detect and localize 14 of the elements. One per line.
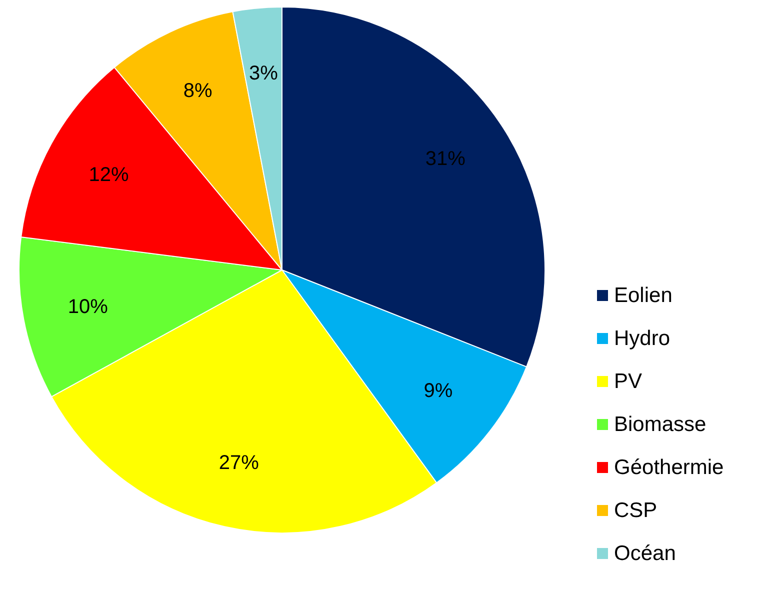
legend-label: CSP — [614, 499, 658, 522]
data-label: 8% — [183, 80, 213, 102]
data-label: 9% — [424, 380, 453, 402]
legend-label: Biomasse — [614, 413, 706, 436]
data-label: 10% — [68, 296, 108, 318]
legend-label: Hydro — [614, 327, 670, 350]
legend-label: Océan — [614, 542, 676, 565]
data-label: 12% — [88, 164, 130, 186]
data-label: 27% — [218, 452, 260, 474]
data-label: 31% — [425, 148, 466, 170]
data-label: 3% — [248, 62, 278, 84]
legend-label: Eolien — [614, 284, 672, 307]
legend-label: PV — [614, 370, 642, 393]
legend-label: Géothermie — [614, 456, 724, 479]
